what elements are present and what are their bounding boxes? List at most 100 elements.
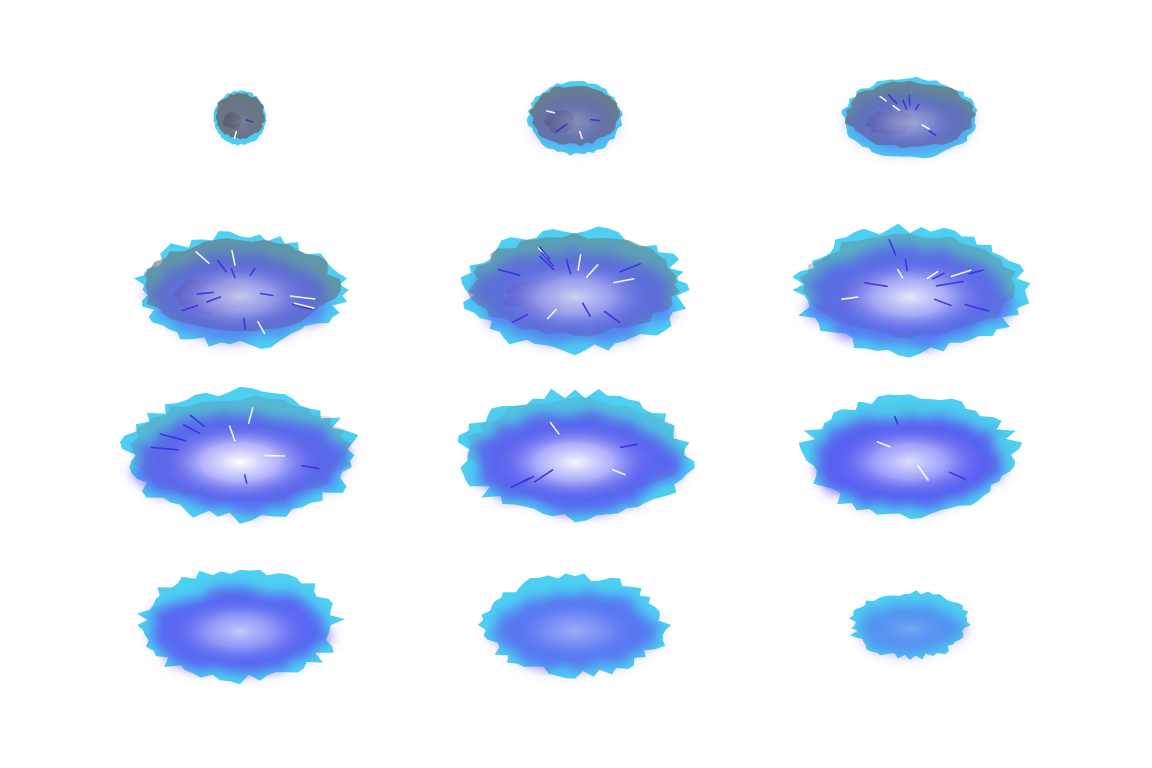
explosion-frame-8: [415, 380, 735, 530]
explosion-spark: [181, 304, 199, 312]
explosion-frame-2: [415, 43, 735, 193]
explosion-spark: [539, 255, 555, 271]
explosion-core: [166, 592, 314, 664]
explosion-core: [866, 605, 954, 648]
explosion-spark: [243, 317, 247, 330]
explosion-spark: [230, 268, 236, 279]
explosion-spark: [257, 321, 266, 335]
explosion-spark: [932, 272, 945, 280]
explosion-spark: [245, 119, 254, 123]
explosion-spark: [948, 471, 967, 480]
explosion-spark: [247, 407, 254, 425]
explosion-spark: [289, 295, 316, 300]
explosion-frame-graphic: [460, 226, 690, 356]
explosion-spark: [540, 252, 555, 267]
explosion-spark: [887, 93, 898, 105]
explosion-spark: [934, 298, 952, 307]
explosion-spark: [195, 251, 210, 264]
explosion-frame-graphic: [133, 231, 349, 349]
explosion-spark: [892, 104, 900, 111]
explosion-spark: [968, 269, 985, 275]
explosion-spark: [581, 302, 591, 317]
explosion-frame-graphic: [527, 81, 624, 156]
explosion-frame-7: [80, 380, 400, 530]
explosion-core: [830, 419, 990, 497]
explosion-spark: [619, 443, 638, 449]
explosion-frame-1: [80, 43, 400, 193]
explosion-spark: [950, 269, 972, 278]
explosion-spark: [228, 425, 236, 442]
explosion-spark: [243, 474, 248, 484]
explosion-spark: [538, 246, 550, 260]
explosion-spark: [216, 259, 227, 273]
explosion-spark: [917, 465, 929, 481]
explosion-spark: [864, 282, 888, 288]
explosion-spark: [578, 130, 583, 140]
explosion-spark: [189, 414, 205, 428]
explosion-spark: [964, 303, 990, 312]
explosion-core: [164, 256, 316, 330]
explosion-spark: [150, 446, 180, 451]
explosion-frame-graphic: [798, 394, 1023, 519]
explosion-spark: [902, 99, 908, 110]
explosion-spark: [935, 280, 964, 287]
explosion-spark: [233, 130, 238, 139]
explosion-frame-graphic: [477, 573, 672, 679]
explosion-spark: [259, 292, 274, 297]
explosion-frame-4: [80, 215, 400, 365]
explosion-spark: [293, 302, 315, 309]
explosion-spark: [876, 440, 891, 448]
explosion-frame-9: [750, 380, 1070, 530]
explosion-frame-3: [750, 43, 1070, 193]
explosion-core: [507, 595, 643, 660]
explosion-core: [491, 417, 659, 499]
explosion-spark: [921, 124, 930, 130]
explosion-spark: [565, 258, 572, 275]
explosion-spark: [585, 263, 599, 279]
explosion-frame-10: [80, 550, 400, 700]
explosion-spark: [497, 268, 521, 277]
explosion-spark: [914, 103, 920, 111]
explosion-spark: [292, 303, 312, 310]
explosion-frame-graphic: [849, 590, 971, 660]
explosion-spark: [511, 313, 529, 323]
explosion-frame-12: [750, 550, 1070, 700]
explosion-spark: [619, 262, 642, 273]
explosion-spark: [612, 469, 626, 476]
explosion-core: [859, 93, 961, 147]
explosion-frame-5: [415, 215, 735, 365]
explosion-core: [826, 252, 994, 334]
explosion-frame-graphic: [137, 569, 346, 685]
explosion-spark: [888, 238, 897, 256]
explosion-spark: [577, 253, 582, 271]
explosion-frame-graphic: [213, 90, 267, 146]
explosion-spark: [928, 130, 937, 136]
explosion-frame-graphic: [841, 76, 978, 159]
explosion-spark: [604, 310, 621, 324]
explosion-spark: [231, 249, 236, 267]
explosion-frame-graphic: [792, 223, 1031, 358]
explosion-spark: [904, 259, 908, 272]
explosion-spark: [549, 421, 560, 435]
explosion-core: [540, 96, 610, 144]
explosion-spark: [879, 95, 887, 102]
explosion-core: [220, 101, 260, 138]
explosion-spark: [205, 296, 222, 303]
explosion-frame-6: [750, 215, 1070, 365]
explosion-spark: [159, 433, 187, 442]
explosion-spark: [522, 475, 535, 483]
explosion-spark: [897, 268, 904, 279]
explosion-spark: [196, 291, 214, 295]
explosion-spark: [894, 415, 899, 425]
explosion-frame-graphic: [120, 386, 359, 524]
explosion-spark: [613, 277, 635, 284]
explosion-spark: [533, 469, 554, 483]
explosion-spark: [301, 464, 320, 470]
explosion-spark: [926, 270, 939, 280]
explosion-spark: [183, 424, 201, 435]
explosion-frame-graphic: [457, 388, 695, 523]
explosion-spark: [554, 126, 564, 133]
explosion-spark: [546, 308, 557, 320]
explosion-spark: [545, 110, 556, 114]
